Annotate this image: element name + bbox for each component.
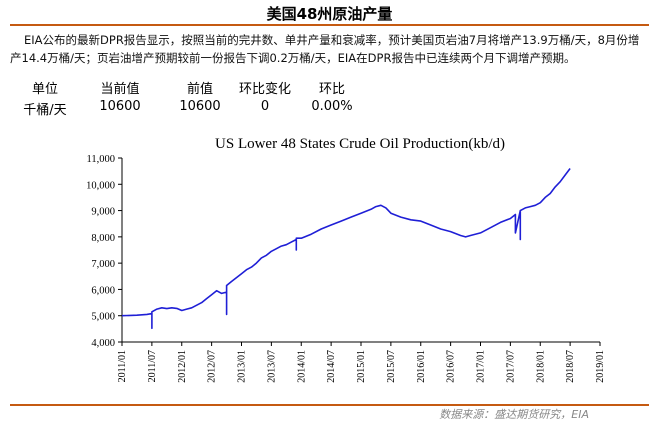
stats-value-previous: 10600 [179, 99, 221, 114]
stats-table: 单位 当前值 前值 环比变化 环比 千桶/天 10600 10600 0 0.0… [10, 78, 390, 120]
bottom-divider [10, 404, 649, 406]
stats-value-pct: 0.00% [311, 99, 353, 114]
stats-header-unit: 单位 [31, 82, 58, 97]
stats-value-row: 千桶/天 10600 10600 0 0.00% [10, 99, 390, 120]
chart-title: US Lower 48 States Crude Oil Production(… [215, 136, 505, 152]
x-tick-label: 2014/01 [296, 350, 307, 383]
x-tick-label: 2011/07 [147, 350, 158, 382]
x-tick-label: 2012/01 [177, 350, 188, 383]
stats-value-current: 10600 [99, 99, 141, 114]
x-tick-label: 2015/01 [356, 350, 367, 383]
page-title: 美国48州原油产量 [266, 5, 393, 23]
stats-header-current: 当前值 [100, 82, 140, 97]
y-axis: 4,000 5,000 6,000 7,000 8,000 9,000 10,000 11,0… [86, 154, 123, 349]
x-tick-label: 2016/01 [416, 350, 427, 383]
series-line [121, 168, 571, 330]
x-tick-label: 2017/01 [476, 350, 487, 383]
x-tick-label: 2016/07 [446, 350, 457, 383]
y-tick-label: 11,000 [87, 154, 116, 165]
source-note: 数据来源：盛达期货研究，EIA [439, 408, 589, 421]
y-tick-label: 9,000 [91, 207, 115, 218]
stats-header-change: 环比变化 [238, 82, 291, 97]
x-tick-label: 2019/01 [595, 350, 606, 383]
x-tick-label: 2014/07 [326, 350, 337, 383]
y-tick-label: 5,000 [91, 312, 115, 323]
x-tick-label: 2018/07 [565, 350, 576, 383]
report-description: EIA公布的最新DPR报告显示，按照当前的完井数、单井产量和衰减率，预计美国页岩… [10, 33, 640, 65]
x-tick-label: 2018/01 [535, 350, 546, 383]
series-layer [121, 168, 571, 330]
y-tick-label: 6,000 [91, 285, 115, 296]
stats-value-change: 0 [260, 99, 270, 114]
y-tick-label: 8,000 [91, 233, 115, 244]
x-tick-label: 2013/07 [266, 350, 277, 383]
stats-header-row: 单位 当前值 前值 环比变化 环比 [10, 78, 390, 99]
x-tick-label: 2013/01 [237, 350, 248, 383]
x-tick-label: 2012/07 [207, 350, 218, 383]
stats-value-unit: 千桶/天 [23, 103, 67, 118]
stats-header-previous: 前值 [186, 82, 213, 97]
x-tick-label: 2017/07 [505, 350, 516, 383]
x-tick-label: 2015/07 [386, 350, 397, 383]
top-divider [10, 24, 649, 26]
x-tick-label: 2011/01 [117, 350, 128, 382]
y-tick-label: 7,000 [91, 259, 115, 270]
x-axis: 2011/01 2011/07 2012/01 2012/07 2013/01 2013/… [117, 341, 606, 383]
y-tick-label: 4,000 [91, 338, 115, 349]
stats-header-pct: 环比 [318, 82, 345, 97]
y-tick-label: 10,000 [86, 180, 115, 191]
